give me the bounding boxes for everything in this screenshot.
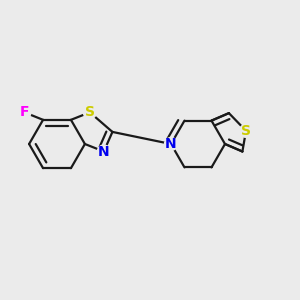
Text: N: N (165, 137, 177, 151)
Circle shape (239, 124, 253, 137)
Circle shape (97, 145, 110, 158)
Text: S: S (85, 105, 95, 119)
Text: S: S (241, 124, 251, 138)
Circle shape (83, 106, 96, 119)
Circle shape (164, 137, 178, 151)
Text: N: N (98, 145, 110, 158)
Circle shape (18, 106, 31, 119)
Text: F: F (20, 105, 29, 119)
